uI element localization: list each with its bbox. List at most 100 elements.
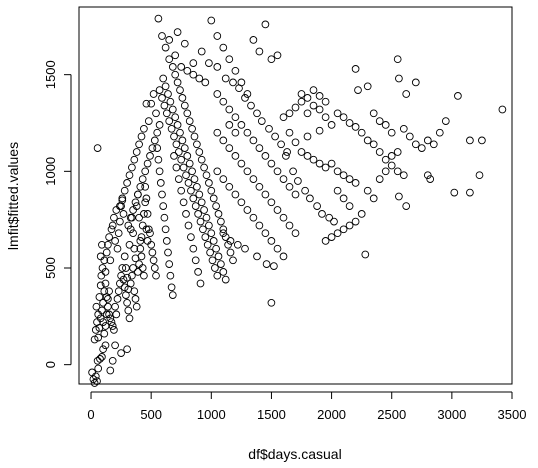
data-point: [306, 194, 314, 203]
data-point: [130, 287, 139, 296]
data-point: [395, 192, 403, 201]
data-point: [177, 186, 186, 195]
data-point: [354, 86, 362, 94]
data-point: [267, 55, 276, 64]
data-point: [243, 90, 252, 98]
data-point: [142, 99, 151, 108]
data-point: [180, 144, 189, 152]
data-point: [144, 117, 153, 125]
data-point: [180, 101, 189, 110]
data-point: [171, 51, 180, 60]
data-point: [99, 345, 107, 354]
data-point: [187, 186, 195, 195]
data-point: [429, 140, 438, 149]
data-point: [137, 233, 146, 241]
data-point: [235, 84, 243, 93]
data-point: [174, 148, 183, 156]
data-point: [179, 163, 188, 172]
data-point: [202, 171, 211, 180]
data-point: [111, 302, 119, 311]
data-point: [466, 188, 474, 197]
data-point: [213, 128, 222, 137]
data-point: [183, 66, 192, 75]
data-point: [191, 256, 200, 265]
data-point: [91, 372, 100, 381]
data-point: [261, 190, 270, 199]
data-point: [162, 237, 171, 245]
data-point: [195, 190, 204, 199]
data-point: [137, 252, 146, 261]
data-point: [117, 349, 125, 357]
data-point: [226, 248, 235, 257]
data-point: [261, 152, 270, 160]
data-point: [144, 225, 153, 234]
data-point: [96, 355, 104, 363]
data-point: [351, 217, 360, 226]
data-point: [231, 152, 240, 160]
data-point: [321, 237, 330, 245]
data-point: [125, 314, 134, 323]
data-point: [475, 171, 484, 180]
data-point: [219, 175, 228, 183]
data-point: [101, 279, 110, 288]
data-point: [196, 279, 205, 288]
data-point: [184, 221, 193, 230]
data-point: [185, 159, 194, 168]
data-point: [224, 240, 232, 249]
data-point: [327, 159, 336, 168]
data-point: [197, 198, 206, 207]
data-point: [94, 364, 103, 373]
data-point: [203, 240, 212, 249]
data-point: [105, 287, 113, 296]
data-point: [231, 113, 240, 122]
data-point: [303, 94, 312, 102]
data-point: [225, 55, 234, 64]
data-point: [221, 275, 230, 284]
data-point: [96, 314, 105, 323]
data-point: [339, 225, 348, 234]
data-point: [291, 103, 300, 112]
data-point: [363, 186, 372, 195]
data-point: [94, 333, 103, 342]
data-point: [478, 136, 486, 145]
data-point: [116, 217, 124, 226]
data-point: [132, 202, 141, 210]
data-points: [88, 14, 507, 387]
data-point: [92, 302, 101, 311]
data-point: [417, 144, 426, 152]
data-point: [88, 368, 96, 377]
data-point: [309, 86, 318, 94]
data-point: [138, 264, 147, 272]
data-point: [212, 202, 220, 210]
data-point: [351, 179, 360, 187]
data-point: [212, 244, 220, 253]
data-point: [182, 210, 190, 218]
data-point: [213, 167, 222, 176]
data-point: [177, 63, 186, 71]
data-point: [154, 155, 163, 164]
data-point: [189, 244, 198, 253]
y-tick-label: 1500: [43, 60, 58, 89]
data-point: [201, 78, 210, 87]
data-point: [197, 155, 206, 164]
data-point: [168, 105, 177, 114]
data-point: [129, 264, 137, 272]
data-point: [119, 275, 128, 284]
data-point: [126, 213, 135, 222]
data-point: [402, 90, 411, 98]
data-point: [219, 136, 228, 145]
data-point: [189, 194, 198, 203]
data-point: [173, 121, 182, 129]
data-point: [174, 175, 183, 183]
data-point: [207, 229, 216, 238]
data-point: [333, 167, 342, 176]
data-point: [214, 210, 223, 218]
data-point: [93, 377, 101, 385]
x-tick-label: 500: [140, 407, 162, 422]
data-point: [147, 240, 156, 249]
data-point: [146, 152, 154, 160]
data-point: [225, 144, 234, 152]
data-point: [249, 213, 258, 222]
y-axis: 0 500 1000 1500: [43, 60, 72, 368]
data-point: [297, 90, 306, 98]
